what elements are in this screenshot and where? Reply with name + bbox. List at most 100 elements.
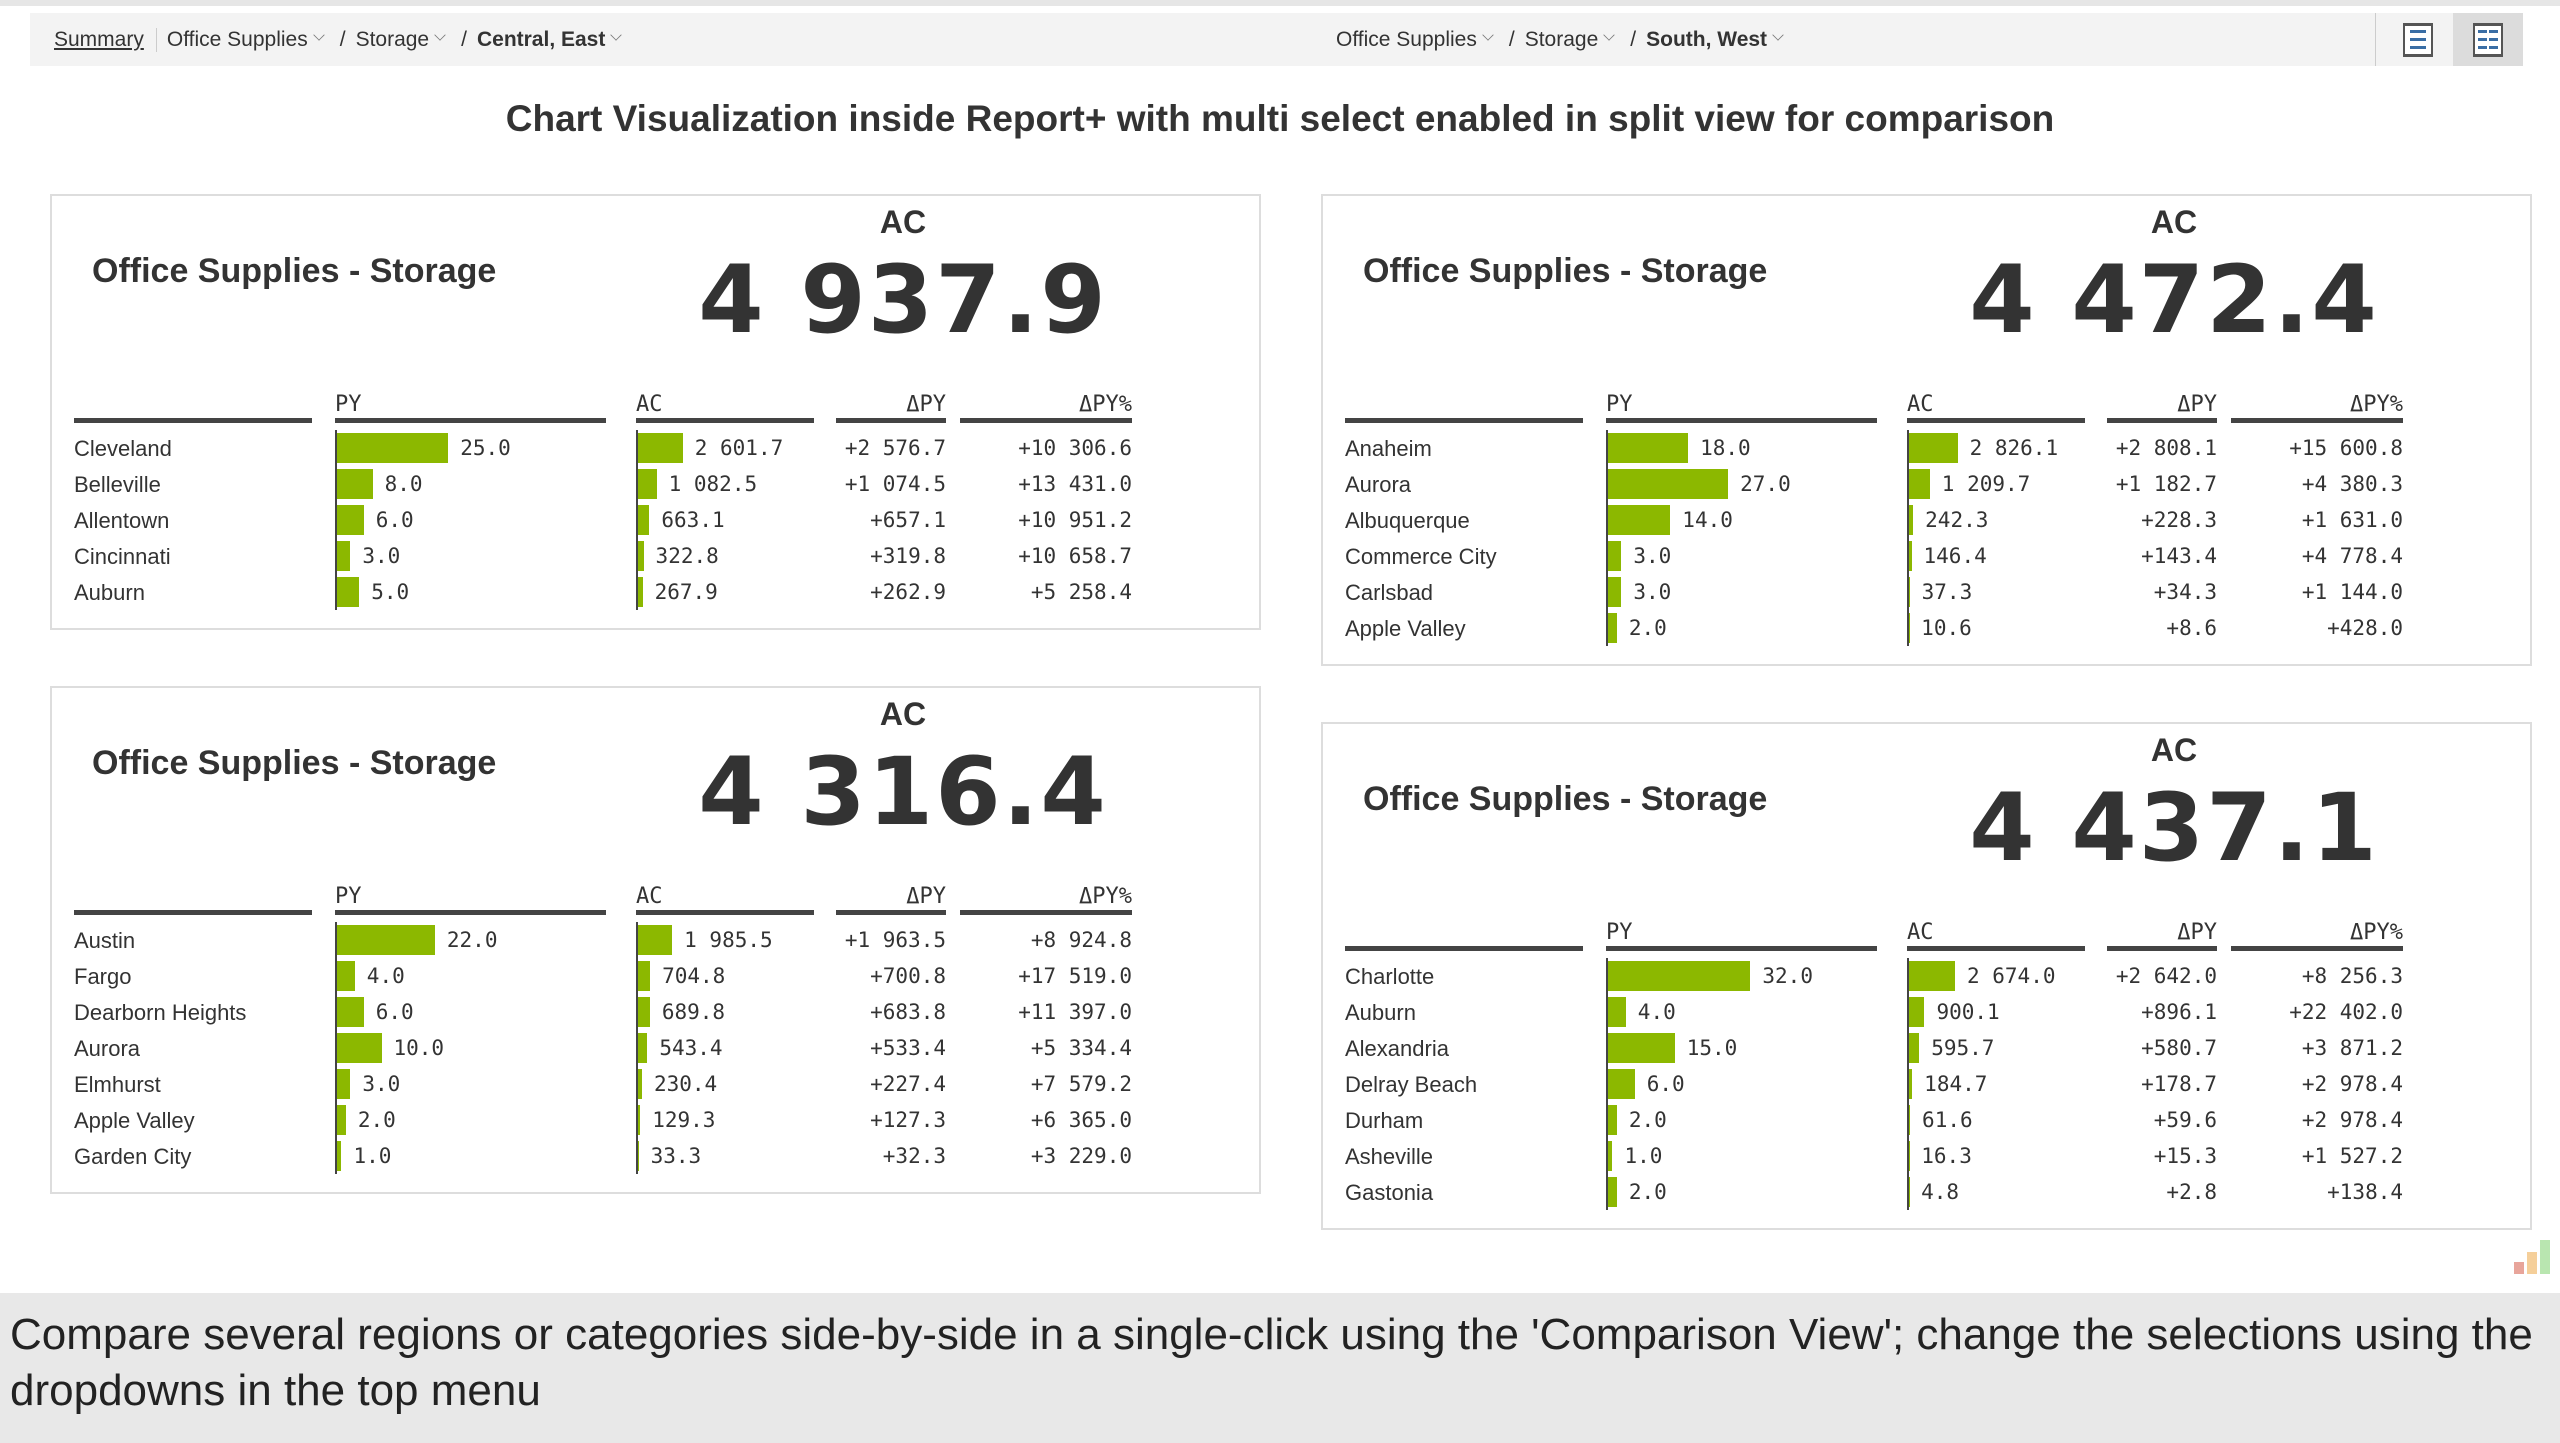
- py-bar: [1608, 1141, 1613, 1171]
- table-row[interactable]: Aurora 27.0 1 209.7 +1 182.7 +4 380.3: [1323, 466, 2534, 502]
- py-value: 18.0: [1700, 436, 1751, 460]
- table-row[interactable]: Austin 22.0 1 985.5 +1 963.5 +8 924.8: [52, 922, 1263, 958]
- table-row[interactable]: Auburn 4.0 900.1 +896.1 +22 402.0: [1323, 994, 2534, 1030]
- table-header: PY AC ΔPY ΔPY%: [1323, 920, 2534, 951]
- table-row[interactable]: Aurora 10.0 543.4 +533.4 +5 334.4: [52, 1030, 1263, 1066]
- caption: Compare several regions or categories si…: [0, 1293, 2560, 1443]
- table-row[interactable]: Dearborn Heights 6.0 689.8 +683.8 +11 39…: [52, 994, 1263, 1030]
- delta-py-percent-value: +2 978.4: [2301, 1108, 2403, 1132]
- region-dropdown-right[interactable]: South, West: [1646, 28, 1789, 52]
- table-row[interactable]: Elmhurst 3.0 230.4 +227.4 +7 579.2: [52, 1066, 1263, 1102]
- table-row[interactable]: Auburn 5.0 267.9 +262.9 +5 258.4: [52, 574, 1263, 610]
- py-bar: [1608, 1033, 1675, 1063]
- category-dropdown-left[interactable]: Office Supplies: [167, 28, 330, 52]
- ac-value: 2 674.0: [1966, 964, 2056, 988]
- delta-py-value: +1 182.7: [2115, 472, 2217, 496]
- city-name: Delray Beach: [1345, 1072, 1478, 1097]
- ac-bar: [1909, 1069, 1913, 1099]
- py-bar: [1608, 961, 1751, 991]
- report-panel: AC 4 472.4 Office Supplies - Storage PY …: [1321, 194, 2532, 666]
- table-row[interactable]: Apple Valley 2.0 10.6 +8.6 +428.0: [1323, 610, 2534, 646]
- summary-link[interactable]: Summary: [54, 27, 157, 52]
- split-view-icon: [2473, 22, 2503, 57]
- variance-table: PY AC ΔPY ΔPY% Anaheim 18.0 2 826.1 +2 8…: [1323, 392, 2534, 646]
- py-axis: [335, 430, 337, 610]
- ac-bar: [1909, 1105, 1911, 1135]
- table-row[interactable]: Fargo 4.0 704.8 +700.8 +17 519.0: [52, 958, 1263, 994]
- py-value: 4.0: [366, 964, 405, 988]
- table-row[interactable]: Garden City 1.0 33.3 +32.3 +3 229.0: [52, 1138, 1263, 1174]
- py-value: 4.0: [1637, 1000, 1676, 1024]
- py-bar: [1608, 1105, 1617, 1135]
- page-title: Chart Visualization inside Report+ with …: [505, 98, 2055, 139]
- ac-bar: [638, 1069, 642, 1099]
- separator: /: [461, 27, 467, 51]
- ac-value: 322.8: [655, 544, 719, 568]
- delta-py-percent-value: +1 144.0: [2301, 580, 2403, 604]
- py-bar: [337, 577, 360, 607]
- table-row[interactable]: Apple Valley 2.0 129.3 +127.3 +6 365.0: [52, 1102, 1263, 1138]
- ac-value: 1 985.5: [684, 928, 773, 952]
- region-dropdown-left[interactable]: Central, East: [477, 28, 627, 52]
- ac-bar: [638, 505, 650, 535]
- ac-bar: [638, 433, 683, 463]
- chevron-down-icon: [313, 28, 325, 41]
- table-row[interactable]: Carlsbad 3.0 37.3 +34.3 +1 144.0: [1323, 574, 2534, 610]
- py-bar: [1608, 433, 1689, 463]
- table-row[interactable]: Albuquerque 14.0 242.3 +228.3 +1 631.0: [1323, 502, 2534, 538]
- header-delta-py: ΔPY: [2177, 920, 2217, 945]
- py-bar: [1608, 613, 1617, 643]
- table-row[interactable]: Cincinnati 3.0 322.8 +319.8 +10 658.7: [52, 538, 1263, 574]
- ac-axis: [1907, 958, 1909, 1210]
- py-value: 6.0: [375, 508, 414, 532]
- delta-py-percent-value: +8 256.3: [2301, 964, 2403, 988]
- ac-value: 543.4: [659, 1036, 723, 1060]
- py-bar: [337, 433, 449, 463]
- table-row[interactable]: Cleveland 25.0 2 601.7 +2 576.7 +10 306.…: [52, 430, 1263, 466]
- table-header: PY AC ΔPY ΔPY%: [52, 392, 1263, 423]
- split-view-button[interactable]: [2453, 13, 2523, 66]
- table-row[interactable]: Asheville 1.0 16.3 +15.3 +1 527.2: [1323, 1138, 2534, 1174]
- ac-axis: [636, 922, 638, 1174]
- table-row[interactable]: Durham 2.0 61.6 +59.6 +2 978.4: [1323, 1102, 2534, 1138]
- ac-axis: [1907, 430, 1909, 646]
- delta-py-value: +533.4: [870, 1036, 946, 1060]
- ac-bar: [638, 1033, 648, 1063]
- header-ac: AC: [1907, 920, 1934, 945]
- ac-value: 900.1: [1936, 1000, 2000, 1024]
- header-delta-py: ΔPY: [906, 392, 946, 417]
- delta-py-percent-value: +1 527.2: [2301, 1144, 2403, 1168]
- variance-table: PY AC ΔPY ΔPY% Austin 22.0 1 985.5 +1 96…: [52, 884, 1263, 1174]
- ac-total: 4 472.4: [1969, 246, 2379, 355]
- table-row[interactable]: Delray Beach 6.0 184.7 +178.7 +2 978.4: [1323, 1066, 2534, 1102]
- subcategory-dropdown-right[interactable]: Storage: [1525, 28, 1621, 52]
- table-row[interactable]: Belleville 8.0 1 082.5 +1 074.5 +13 431.…: [52, 466, 1263, 502]
- ac-bar: [1909, 961, 1955, 991]
- breadcrumb-right: Office Supplies / Storage / South, West: [1336, 13, 1789, 66]
- py-value: 5.0: [371, 580, 410, 604]
- table-row[interactable]: Anaheim 18.0 2 826.1 +2 808.1 +15 600.8: [1323, 430, 2534, 466]
- ac-bar: [638, 925, 673, 955]
- subcategory-dropdown-left[interactable]: Storage: [356, 28, 452, 52]
- delta-py-percent-value: +428.0: [2327, 616, 2403, 640]
- ac-bar: [1909, 505, 1914, 535]
- delta-py-value: +896.1: [2141, 1000, 2217, 1024]
- city-name: Austin: [74, 928, 136, 953]
- category-dropdown-right[interactable]: Office Supplies: [1336, 28, 1499, 52]
- header-py: PY: [1606, 920, 1633, 945]
- table-row[interactable]: Commerce City 3.0 146.4 +143.4 +4 778.4: [1323, 538, 2534, 574]
- table-row[interactable]: Allentown 6.0 663.1 +657.1 +10 951.2: [52, 502, 1263, 538]
- delta-py-percent-value: +8 924.8: [1030, 928, 1132, 952]
- report-panel: AC 4 937.9 Office Supplies - Storage PY …: [50, 194, 1261, 630]
- table-row[interactable]: Charlotte 32.0 2 674.0 +2 642.0 +8 256.3: [1323, 958, 2534, 994]
- py-value: 14.0: [1682, 508, 1733, 532]
- delta-py-percent-value: +10 306.6: [1018, 436, 1132, 460]
- table-header: PY AC ΔPY ΔPY%: [52, 884, 1263, 915]
- ac-bar: [638, 1105, 641, 1135]
- delta-py-value: +2 808.1: [2115, 436, 2217, 460]
- chevron-down-icon: [610, 28, 623, 41]
- single-view-button[interactable]: [2383, 13, 2453, 66]
- table-row[interactable]: Alexandria 15.0 595.7 +580.7 +3 871.2: [1323, 1030, 2534, 1066]
- ac-bar: [1909, 433, 1958, 463]
- table-row[interactable]: Gastonia 2.0 4.8 +2.8 +138.4: [1323, 1174, 2534, 1210]
